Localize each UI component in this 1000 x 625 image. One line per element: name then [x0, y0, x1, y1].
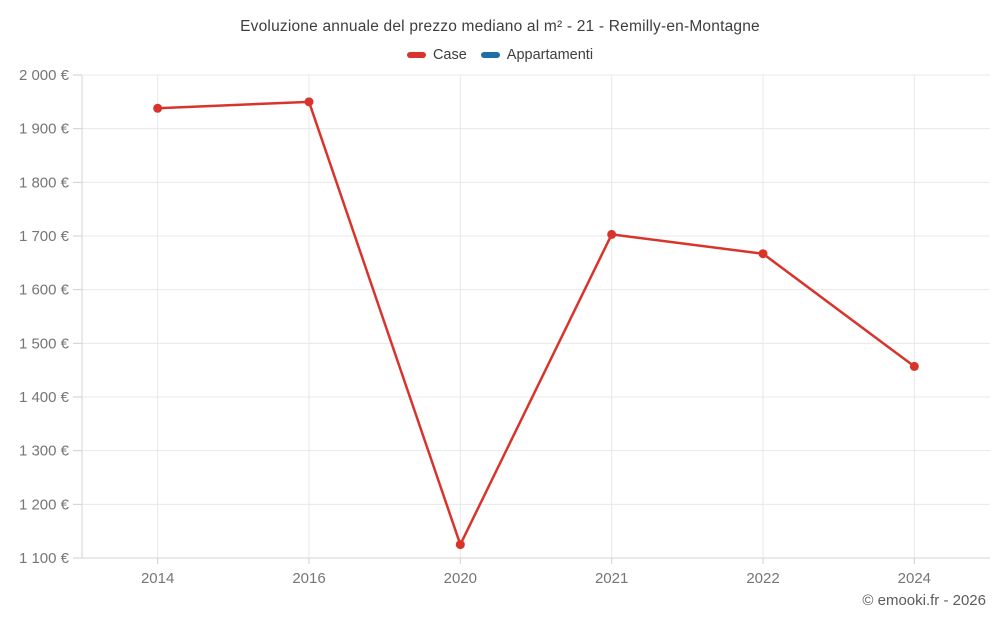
legend-item-appartamenti[interactable]: Appartamenti: [480, 47, 594, 63]
series-line-case: [157, 100, 916, 546]
legend-label-case: Case: [432, 47, 467, 63]
x-axis-label: 2022: [746, 570, 779, 587]
y-axis-label: 1 100 €: [19, 550, 70, 567]
x-axis-label: 2014: [141, 570, 174, 587]
data-point-case-2024: [909, 361, 919, 371]
y-axis-label: 1 300 €: [19, 443, 70, 460]
y-axis-label: 1 700 €: [19, 228, 70, 245]
legend-swatch-case: [406, 52, 426, 58]
x-axis-label: 2016: [292, 570, 325, 587]
legend-item-case[interactable]: Case: [406, 47, 467, 63]
chart-legend: Case Appartamenti: [0, 47, 1000, 63]
y-axis-label: 1 900 €: [19, 121, 70, 138]
y-axis-label: 1 200 €: [19, 496, 70, 513]
legend-label-appartamenti: Appartamenti: [506, 47, 594, 63]
x-axis-label: 2020: [444, 570, 477, 587]
data-point-case-2020: [455, 540, 465, 550]
y-axis-label: 1 800 €: [19, 174, 70, 191]
data-point-case-2016: [304, 97, 314, 107]
data-point-case-2022: [758, 249, 768, 259]
chart-title: Evoluzione annuale del prezzo mediano al…: [240, 18, 760, 35]
legend-swatch-appartamenti: [480, 52, 500, 58]
footer-credit: © emooki.fr - 2026: [862, 592, 986, 609]
data-point-case-2021: [607, 229, 617, 239]
y-axis-label: 1 500 €: [19, 335, 70, 352]
x-axis-label: 2021: [595, 570, 628, 587]
y-axis-label: 2 000 €: [19, 67, 70, 84]
data-point-case-2014: [153, 103, 163, 113]
y-axis-label: 1 600 €: [19, 282, 70, 299]
y-axis-label: 1 400 €: [19, 389, 70, 406]
x-axis-label: 2024: [898, 570, 931, 587]
